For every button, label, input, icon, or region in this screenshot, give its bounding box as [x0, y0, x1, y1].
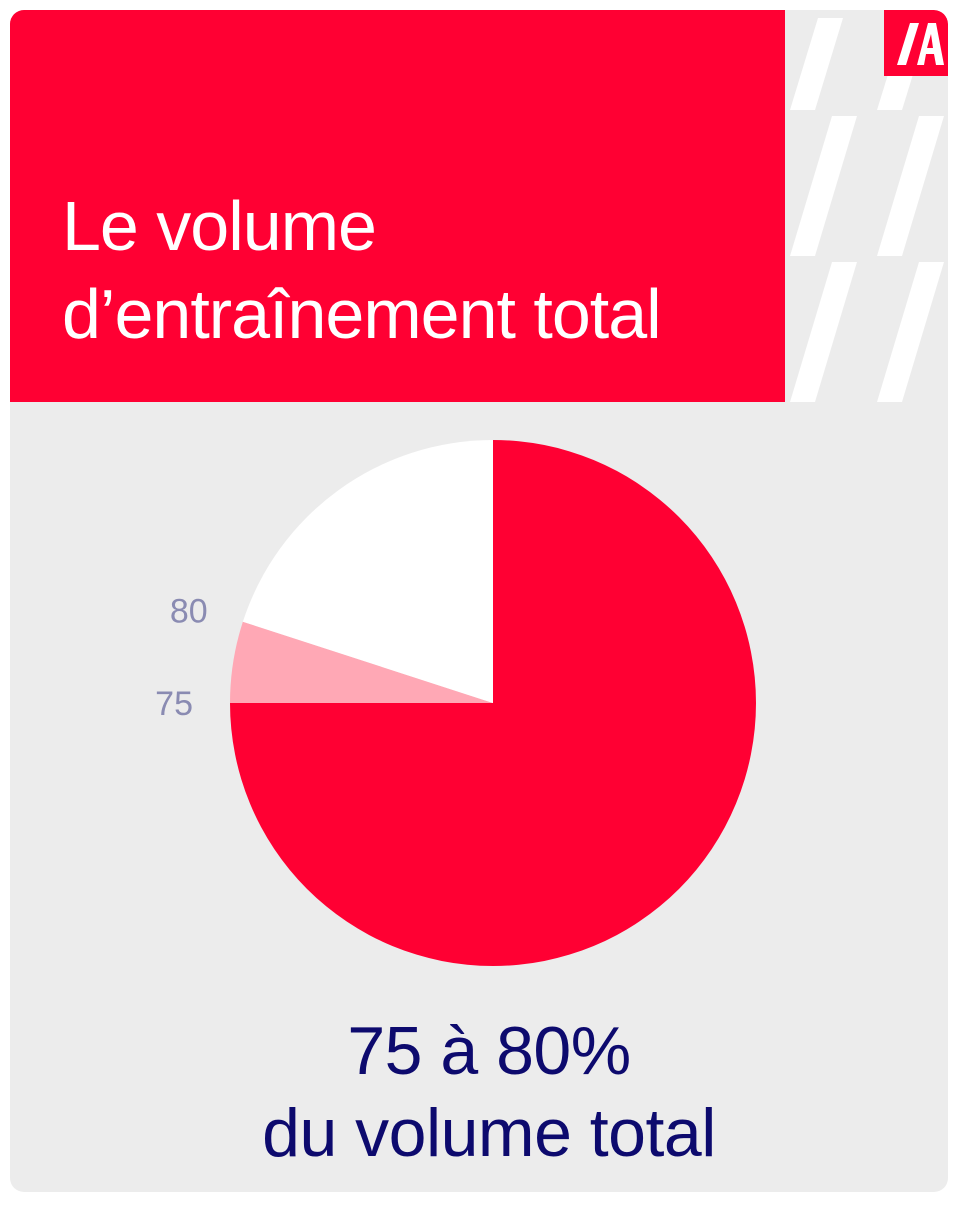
caption-line-1: 75 à 80%	[347, 1013, 631, 1089]
stripe	[877, 262, 944, 402]
pie-chart: 75 80	[155, 440, 756, 966]
pie-boundary-label-80: 80	[170, 592, 208, 630]
page-title: Le volume d’entraînement total	[62, 182, 662, 358]
stripe	[790, 116, 857, 256]
brand-logo-icon	[884, 10, 948, 76]
diagonal-stripes-decoration	[790, 18, 944, 402]
pie-slice-3	[242, 440, 493, 703]
stripe	[877, 68, 915, 110]
title-banner: Le volume d’entraînement total	[10, 10, 785, 402]
pie-boundary-label-75: 75	[155, 685, 193, 723]
title-line-1: Le volume	[62, 187, 377, 265]
stripe	[877, 116, 944, 256]
stripe	[790, 18, 843, 110]
pie-slice-2	[230, 621, 493, 703]
title-line-2: d’entraînement total	[62, 275, 662, 353]
infographic-card: Le volume d’entraînement total 75 à 80% …	[10, 10, 948, 1192]
caption-line-2: du volume total	[262, 1095, 716, 1171]
chart-caption: 75 à 80% du volume total	[10, 1010, 948, 1174]
stripe	[790, 262, 857, 402]
